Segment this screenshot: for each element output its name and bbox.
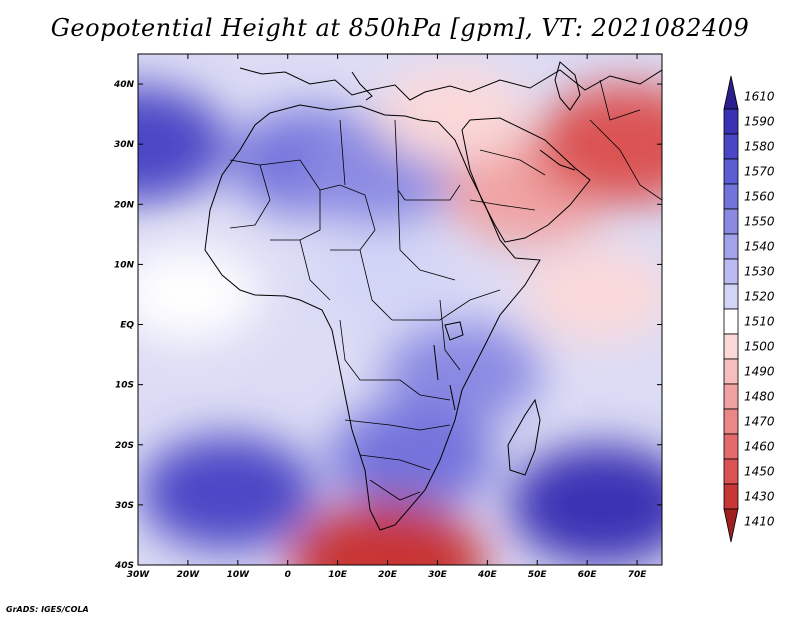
colorbar-swatch [723, 75, 739, 110]
colorbar-swatch [723, 408, 739, 435]
x-tick-label: 30E [428, 570, 448, 580]
colorbar-swatch [723, 383, 739, 410]
colorbar-swatch [723, 233, 739, 260]
x-tick-label: 20E [378, 570, 398, 580]
colorbar-label: 1480 [744, 390, 775, 404]
colorbar-label: 1430 [744, 490, 775, 504]
colorbar-swatch [723, 283, 739, 310]
x-tick-label: 70E [628, 570, 648, 580]
x-tick-label: 30W [127, 570, 151, 580]
y-tick-label: 20S [115, 441, 134, 451]
colorbar-label: 1530 [744, 265, 775, 279]
colorbar-label: 1510 [744, 315, 775, 329]
colorbar-swatch [723, 133, 739, 160]
y-tick-label: 40N [113, 80, 135, 90]
persian-gulf-coastline [539, 149, 576, 171]
colorbar-label: 1550 [744, 215, 775, 229]
height-field [138, 54, 662, 565]
colorbar-label: 1500 [744, 340, 775, 354]
colorbar-swatch [723, 358, 739, 385]
colorbar-label: 1520 [744, 290, 775, 304]
colorbar-swatch [723, 158, 739, 185]
y-tick-label: 10S [115, 381, 134, 391]
field-region-west-indian-ocean [522, 246, 662, 343]
x-tick-label: 0 [285, 570, 291, 580]
y-tick-label: 20N [114, 200, 135, 210]
field-region-north-atlantic-high [138, 86, 228, 203]
colorbar-swatch [723, 458, 739, 485]
colorbar-label: 1580 [744, 140, 775, 154]
colorbar-label: 1490 [744, 365, 775, 379]
colorbar: 1610 1590 1580 1570 1560 1550 1540 1530 1520 1510… [723, 75, 775, 543]
lake-malawi [449, 384, 456, 411]
field-region-southern-africa [328, 402, 496, 511]
y-tick-label: 40S [114, 561, 134, 571]
x-tick-label: 10E [328, 570, 348, 580]
colorbar-swatch [723, 483, 739, 510]
colorbar-swatch [723, 183, 739, 210]
colorbar-swatch [723, 258, 739, 285]
credit-label: GrADS: IGES/COLA [6, 605, 89, 614]
map-title: Geopotential Height at 850hPa [gpm], VT:… [50, 14, 750, 42]
arabia-coastline [461, 117, 591, 243]
colorbar-swatch [723, 333, 739, 360]
colorbar-label: 1470 [744, 415, 775, 429]
y-tick-label: 10N [114, 260, 135, 270]
colorbar-label: 1410 [744, 515, 775, 529]
axis-ticks: 30W 20W 10W 0 10E 20E 30E 40E 50E 60E 70E 40N 30N 20N… [113, 54, 662, 580]
italy-coastline [351, 71, 373, 101]
x-tick-label: 10W [227, 570, 251, 580]
colorbar-label: 1560 [744, 190, 775, 204]
field-region-south-indian-high [509, 444, 662, 565]
field-region-central-africa [316, 230, 460, 323]
country-borders [229, 79, 662, 501]
caspian-coastline [554, 61, 581, 111]
lake-tanganyika [433, 344, 439, 381]
field-region-iran-low [534, 84, 662, 205]
field-region-east-africa-ridge [383, 321, 542, 424]
field-region-tropical-atlantic [138, 247, 261, 342]
colorbar-swatch [723, 433, 739, 460]
colorbar-swatch [723, 308, 739, 335]
field-region-eastern-med [376, 65, 529, 164]
colorbar-label: 1460 [744, 440, 775, 454]
colorbar-label: 1610 [744, 90, 775, 104]
colorbar-label: 1570 [744, 165, 775, 179]
x-tick-label: 60E [578, 570, 598, 580]
colorbar-swatch [723, 108, 739, 135]
y-tick-label: 30N [114, 140, 135, 150]
africa-coastline [204, 104, 541, 531]
y-tick-label: EQ [120, 321, 134, 331]
europe-coastline [239, 67, 662, 101]
colorbar-label: 1590 [744, 115, 775, 129]
colorbar-swatch [723, 208, 739, 235]
madagascar-coastline [507, 398, 541, 476]
plot-frame [137, 53, 663, 566]
field-region-south-atlantic-high [139, 435, 316, 550]
colorbar-swatch [723, 508, 739, 543]
lake-victoria [444, 321, 464, 341]
x-tick-label: 20W [177, 570, 201, 580]
field-region-southern-ocean-low [289, 501, 486, 565]
colorbar-label: 1540 [744, 240, 775, 254]
coastlines-and-borders [204, 61, 662, 531]
colorbar-label: 1450 [744, 465, 775, 479]
x-tick-label: 40E [477, 570, 498, 580]
y-tick-label: 30S [115, 501, 134, 511]
x-tick-label: 50E [528, 570, 548, 580]
